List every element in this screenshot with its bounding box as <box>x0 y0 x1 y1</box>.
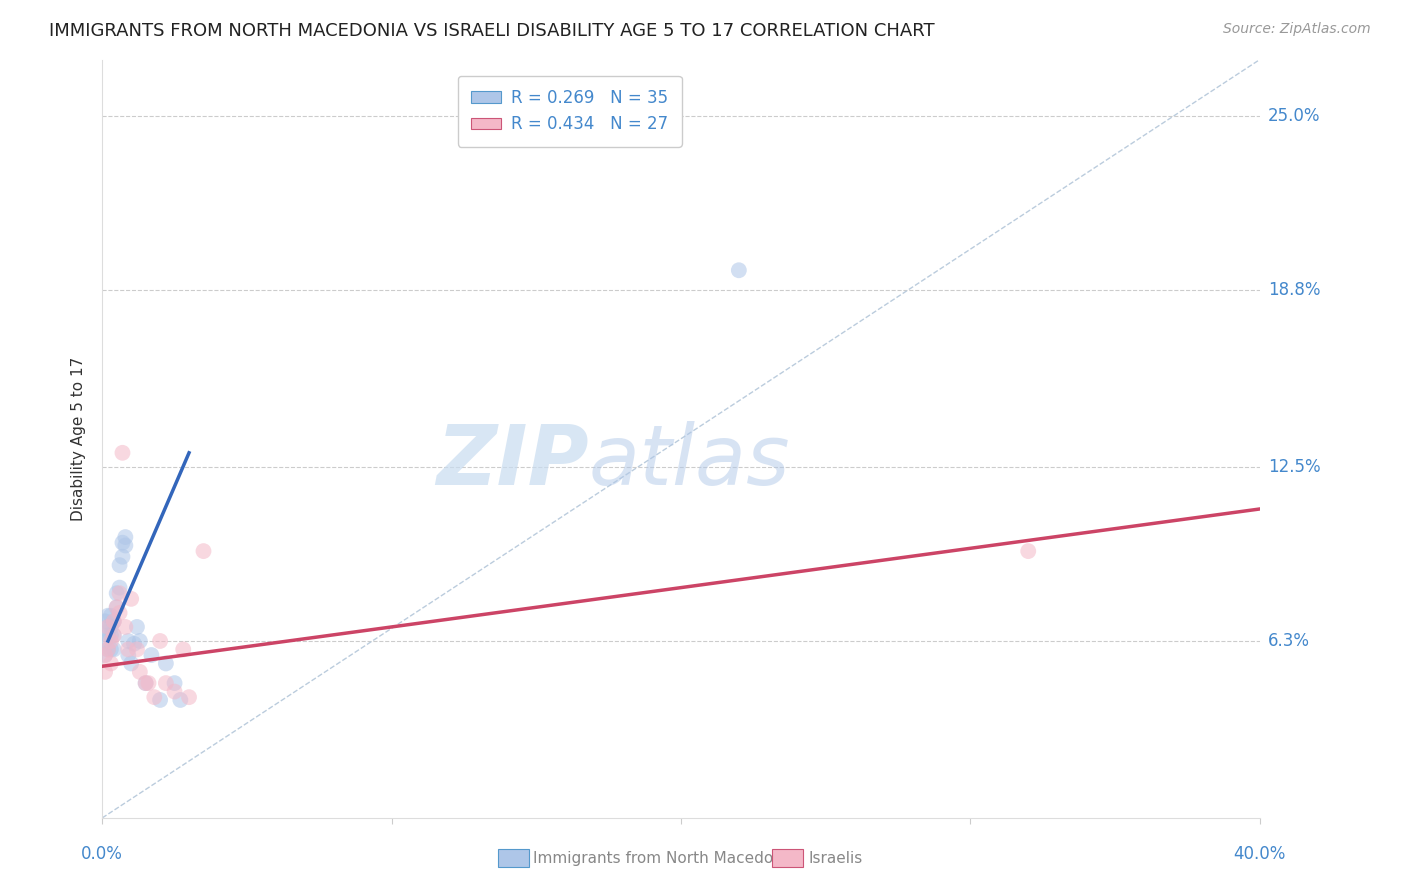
Text: ZIP: ZIP <box>436 421 588 502</box>
Legend: R = 0.269   N = 35, R = 0.434   N = 27: R = 0.269 N = 35, R = 0.434 N = 27 <box>458 76 682 146</box>
Point <box>97 620 120 634</box>
Point <box>193 544 215 558</box>
Text: 25.0%: 25.0% <box>1268 107 1320 125</box>
Point <box>105 586 128 600</box>
Point <box>135 676 157 690</box>
Point <box>143 690 166 705</box>
Point <box>125 620 148 634</box>
Point <box>111 446 134 460</box>
Point <box>97 628 120 642</box>
Point <box>120 657 142 671</box>
Point <box>100 608 122 623</box>
Point <box>103 615 125 629</box>
Point <box>97 620 120 634</box>
Point <box>97 642 120 657</box>
Text: 0.0%: 0.0% <box>82 845 124 863</box>
Point <box>114 539 136 553</box>
Point <box>103 628 125 642</box>
Point <box>94 648 117 662</box>
Text: Source: ZipAtlas.com: Source: ZipAtlas.com <box>1223 22 1371 37</box>
Point <box>94 648 117 662</box>
Point <box>135 676 157 690</box>
Point <box>169 693 191 707</box>
Point <box>172 642 194 657</box>
Point <box>97 642 120 657</box>
Point <box>100 657 122 671</box>
Point <box>155 657 177 671</box>
Point <box>128 634 150 648</box>
Point <box>100 634 122 648</box>
Text: Immigrants from North Macedonia: Immigrants from North Macedonia <box>533 851 797 865</box>
Point <box>122 637 145 651</box>
Point <box>155 676 177 690</box>
Point <box>94 634 117 648</box>
Point <box>103 615 125 629</box>
Point <box>163 676 186 690</box>
Point <box>105 600 128 615</box>
Point <box>728 263 751 277</box>
Point <box>141 648 163 662</box>
Point <box>100 620 122 634</box>
Point <box>114 620 136 634</box>
Point <box>177 690 200 705</box>
Point <box>108 558 131 573</box>
Point <box>94 665 117 679</box>
Point <box>114 530 136 544</box>
Point <box>111 535 134 549</box>
Point <box>149 634 172 648</box>
Text: IMMIGRANTS FROM NORTH MACEDONIA VS ISRAELI DISABILITY AGE 5 TO 17 CORRELATION CH: IMMIGRANTS FROM NORTH MACEDONIA VS ISRAE… <box>49 22 935 40</box>
Point <box>108 606 131 620</box>
Point <box>108 586 131 600</box>
Text: 12.5%: 12.5% <box>1268 458 1320 475</box>
Text: Israelis: Israelis <box>808 851 863 865</box>
Point <box>138 676 160 690</box>
Point <box>117 648 139 662</box>
Point <box>100 642 122 657</box>
Point <box>120 591 142 606</box>
Point <box>103 628 125 642</box>
Point <box>111 549 134 564</box>
Point <box>105 600 128 615</box>
Point <box>117 642 139 657</box>
Point <box>1017 544 1039 558</box>
Point <box>125 642 148 657</box>
Point <box>117 634 139 648</box>
Point <box>100 628 122 642</box>
Text: 18.8%: 18.8% <box>1268 281 1320 299</box>
Point <box>128 665 150 679</box>
Point <box>94 615 117 629</box>
Point <box>97 608 120 623</box>
Y-axis label: Disability Age 5 to 17: Disability Age 5 to 17 <box>72 357 86 521</box>
Point <box>108 581 131 595</box>
Text: atlas: atlas <box>588 421 790 502</box>
Text: 40.0%: 40.0% <box>1233 845 1286 863</box>
Point <box>149 693 172 707</box>
Point <box>103 642 125 657</box>
Point <box>163 684 186 698</box>
Text: 6.3%: 6.3% <box>1268 632 1310 650</box>
